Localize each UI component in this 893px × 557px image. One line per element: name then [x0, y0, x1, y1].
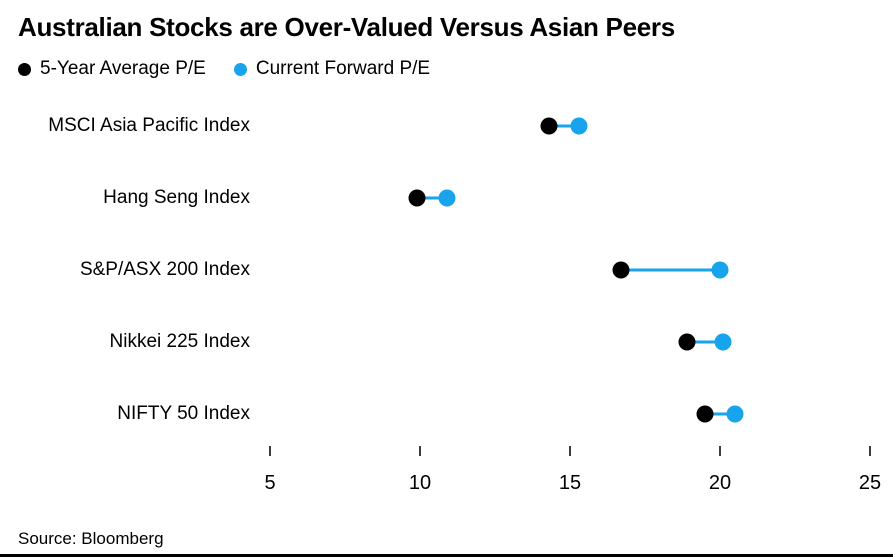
legend-label: 5-Year Average P/E [40, 58, 206, 79]
forward-pe-dot [714, 333, 732, 351]
avg-pe-dot [696, 405, 714, 423]
category-label: MSCI Asia Pacific Index [48, 115, 250, 136]
legend-item-avg-pe: 5-Year Average P/E [18, 58, 206, 80]
chart-title: Australian Stocks are Over-Valued Versus… [18, 12, 675, 42]
category-label: NIFTY 50 Index [117, 403, 250, 424]
dumbbell-connector [687, 340, 723, 344]
x-tick-label: 10 [408, 472, 432, 494]
legend: 5-Year Average P/E Current Forward P/E [18, 58, 430, 80]
bottom-border-rule [0, 554, 893, 557]
dumbbell-connector [621, 268, 720, 272]
forward-pe-dot [711, 261, 729, 279]
dumbbell-connector [549, 124, 579, 128]
avg-pe-dot [678, 333, 696, 351]
x-tick-mark [869, 446, 871, 456]
x-tick-label: 20 [708, 472, 732, 494]
avg-pe-dot [408, 189, 426, 207]
category-label: Hang Seng Index [103, 187, 250, 208]
x-tick-label: 15 [558, 472, 582, 494]
category-label: S&P/ASX 200 Index [79, 259, 250, 280]
avg-pe-dot [540, 117, 558, 135]
x-tick-label: 5 [264, 472, 276, 494]
x-tick-label: 25 [858, 472, 882, 494]
legend-label: Current Forward P/E [255, 58, 431, 79]
dumbbell-connector [705, 412, 735, 416]
forward-pe-dot [570, 117, 588, 135]
forward-pe-dot [726, 405, 744, 423]
x-tick-mark [569, 446, 571, 456]
x-tick-mark [419, 446, 421, 456]
forward-pe-dot [438, 189, 456, 207]
source-note: Source: Bloomberg [18, 529, 164, 548]
avg-pe-dot [612, 261, 630, 279]
x-tick-mark [269, 446, 271, 456]
x-tick-mark [719, 446, 721, 456]
dumbbell-connector [417, 196, 447, 200]
legend-item-forward-pe: Current Forward P/E [233, 58, 431, 80]
avg-pe-legend-dot-icon [18, 62, 31, 76]
forward-pe-legend-dot-icon [233, 62, 247, 76]
category-label: Nikkei 225 Index [109, 331, 250, 352]
